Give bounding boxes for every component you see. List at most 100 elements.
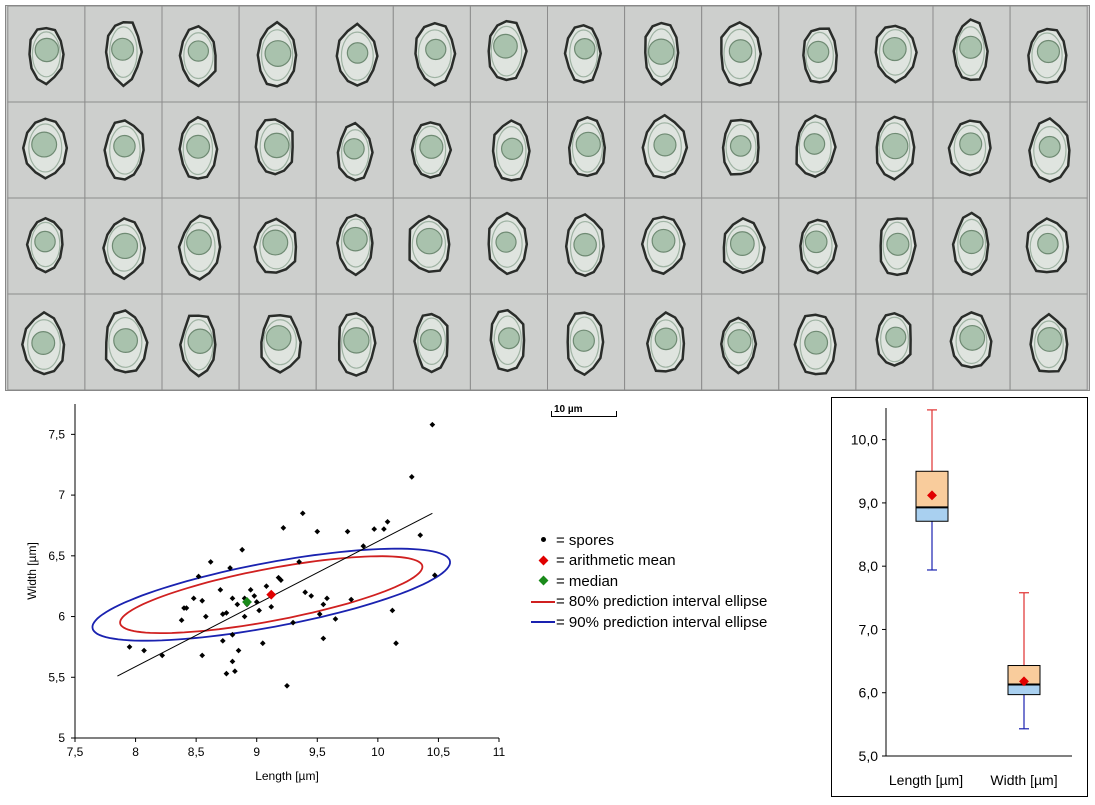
spore-point bbox=[263, 583, 270, 590]
spore-point bbox=[371, 526, 378, 532]
spore-point bbox=[234, 601, 241, 608]
scatter-panel: 7,5 8 8,5 9 9,5 10 10,5 11 5 5,5 6 6,5 7 7,5 Length [… bbox=[0, 396, 522, 800]
spore-wall bbox=[956, 26, 985, 77]
spore-oil-droplet bbox=[804, 230, 828, 254]
spore-point bbox=[223, 610, 230, 616]
mean-marker bbox=[1019, 676, 1029, 687]
spore-oil-droplet bbox=[495, 231, 517, 253]
spore-wall bbox=[108, 316, 143, 368]
x-tick-label: 8 bbox=[132, 745, 139, 759]
green-diamond-icon bbox=[530, 573, 556, 589]
spore-oil-droplet bbox=[343, 226, 368, 252]
spore-oil-droplet bbox=[419, 328, 442, 351]
spore-point bbox=[302, 589, 308, 596]
spore-point bbox=[284, 682, 290, 689]
y-tick-label: 6,5 bbox=[48, 549, 65, 563]
spore-oil-droplet bbox=[651, 228, 676, 253]
spore-oil-droplet bbox=[729, 135, 752, 157]
spore-point bbox=[195, 573, 202, 580]
x-tick-label: 10,5 bbox=[427, 745, 451, 759]
x-axis-label: Length [µm] bbox=[255, 769, 319, 783]
spore-point bbox=[126, 644, 133, 650]
spore-wall bbox=[1033, 320, 1064, 369]
spore-point bbox=[159, 652, 166, 659]
spore-oil-droplet bbox=[265, 325, 292, 351]
boxplot-panel: 5,0 6,0 7,0 8,0 9,0 10,0 Length [µm] Width [µ… bbox=[831, 397, 1088, 797]
spore-point bbox=[219, 638, 226, 644]
spore-wall bbox=[259, 224, 294, 270]
dot-marker-icon bbox=[530, 532, 556, 548]
legend-item-mean: = arithmetic mean bbox=[530, 551, 830, 572]
spore-oil-droplet bbox=[113, 328, 139, 353]
spore-oil-droplet bbox=[186, 134, 211, 159]
spore-point bbox=[417, 532, 424, 538]
scatter-plot: 7,5 8 8,5 9 9,5 10 10,5 11 5 5,5 6 6,5 7 7,5 Length [… bbox=[25, 404, 506, 783]
spore-wall bbox=[27, 319, 61, 370]
spore-wall bbox=[31, 31, 61, 78]
spore-point bbox=[324, 595, 330, 602]
y-tick-label: 5,5 bbox=[48, 670, 65, 684]
spore-point bbox=[199, 597, 206, 604]
spore-wall bbox=[411, 220, 447, 268]
box-y-tick-label: 9,0 bbox=[859, 495, 879, 511]
spore-oil-droplet bbox=[1037, 232, 1059, 255]
spore-oil-droplet bbox=[803, 133, 826, 155]
spore-point bbox=[280, 525, 287, 531]
spore-oil-droplet bbox=[807, 40, 830, 63]
spore-oil-droplet bbox=[343, 138, 365, 160]
spore-point bbox=[247, 586, 254, 593]
spore-wall bbox=[109, 26, 138, 78]
spore-wall bbox=[799, 319, 832, 370]
spore-wall bbox=[1029, 224, 1064, 270]
spore-point bbox=[178, 617, 185, 624]
spore-oil-droplet bbox=[263, 132, 290, 159]
legend-label: = 90% prediction interval ellipse bbox=[556, 613, 768, 631]
legend-item-80-ellipse: = 80% prediction interval ellipse bbox=[530, 592, 830, 613]
lower-box bbox=[915, 506, 949, 522]
spore-photo-grid bbox=[5, 5, 1090, 391]
legend-label: = median bbox=[556, 572, 619, 590]
x-tick-label: 8,5 bbox=[188, 745, 205, 759]
spore-oil-droplet bbox=[425, 38, 447, 61]
spore-wall bbox=[569, 220, 601, 272]
spore-wall bbox=[571, 122, 603, 173]
spore-oil-droplet bbox=[882, 132, 909, 160]
spore-oil-droplet bbox=[31, 331, 56, 355]
x-tick-label: 9 bbox=[253, 745, 260, 759]
spore-oil-droplet bbox=[882, 36, 907, 62]
spore-wall bbox=[955, 318, 988, 365]
spore-oil-droplet bbox=[493, 33, 518, 59]
spore-point bbox=[229, 595, 236, 602]
spore-oil-droplet bbox=[186, 229, 212, 256]
spore-oil-droplet bbox=[34, 230, 56, 253]
y-tick-label: 7 bbox=[58, 488, 65, 502]
scale-bar-tick-left bbox=[551, 411, 552, 417]
spore-wall bbox=[183, 319, 214, 371]
spore-oil-droplet bbox=[728, 39, 753, 63]
box-y-tick-label: 10,0 bbox=[851, 432, 878, 448]
spore-oil-droplet bbox=[575, 131, 601, 158]
spore-wall bbox=[647, 28, 676, 78]
spore-oil-droplet bbox=[653, 133, 677, 157]
spore-wall bbox=[28, 123, 63, 173]
spore-wall bbox=[263, 319, 297, 366]
spore-point bbox=[256, 607, 262, 614]
x-tick-label: 9,5 bbox=[309, 745, 326, 759]
spore-oil-droplet bbox=[31, 131, 58, 158]
legend-label: = arithmetic mean bbox=[556, 552, 676, 570]
spore-wall bbox=[1033, 126, 1067, 175]
spore-point bbox=[235, 647, 242, 654]
spore-wall bbox=[802, 223, 833, 269]
y-tick-label: 5 bbox=[58, 731, 65, 745]
legend-label: = 80% prediction interval ellipse bbox=[556, 593, 768, 611]
spore-point bbox=[199, 652, 206, 659]
spore-wall bbox=[30, 221, 61, 268]
spore-wall bbox=[1031, 32, 1063, 79]
spore-point bbox=[408, 474, 415, 480]
spore-wall bbox=[805, 31, 834, 79]
spore-point bbox=[207, 559, 214, 565]
spore-wall bbox=[417, 317, 447, 365]
box-category-label-width: Width [µm] bbox=[990, 772, 1057, 788]
spore-oil-droplet bbox=[416, 227, 443, 255]
spore-oil-droplet bbox=[729, 231, 755, 256]
